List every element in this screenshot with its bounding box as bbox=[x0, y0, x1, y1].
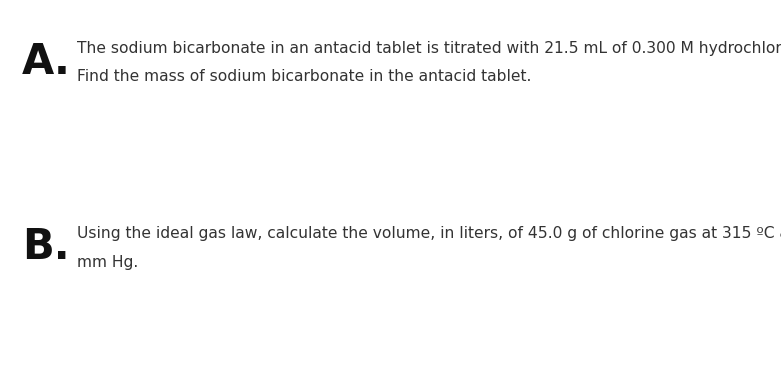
Text: mm Hg.: mm Hg. bbox=[77, 255, 137, 270]
Text: Find the mass of sodium bicarbonate in the antacid tablet.: Find the mass of sodium bicarbonate in t… bbox=[77, 69, 531, 85]
Text: The sodium bicarbonate in an antacid tablet is titrated with 21.5 mL of 0.300 M : The sodium bicarbonate in an antacid tab… bbox=[77, 41, 781, 56]
Text: B.: B. bbox=[22, 226, 70, 268]
Text: Using the ideal gas law, calculate the volume, in liters, of 45.0 g of chlorine : Using the ideal gas law, calculate the v… bbox=[77, 226, 781, 241]
Text: A.: A. bbox=[22, 41, 71, 83]
